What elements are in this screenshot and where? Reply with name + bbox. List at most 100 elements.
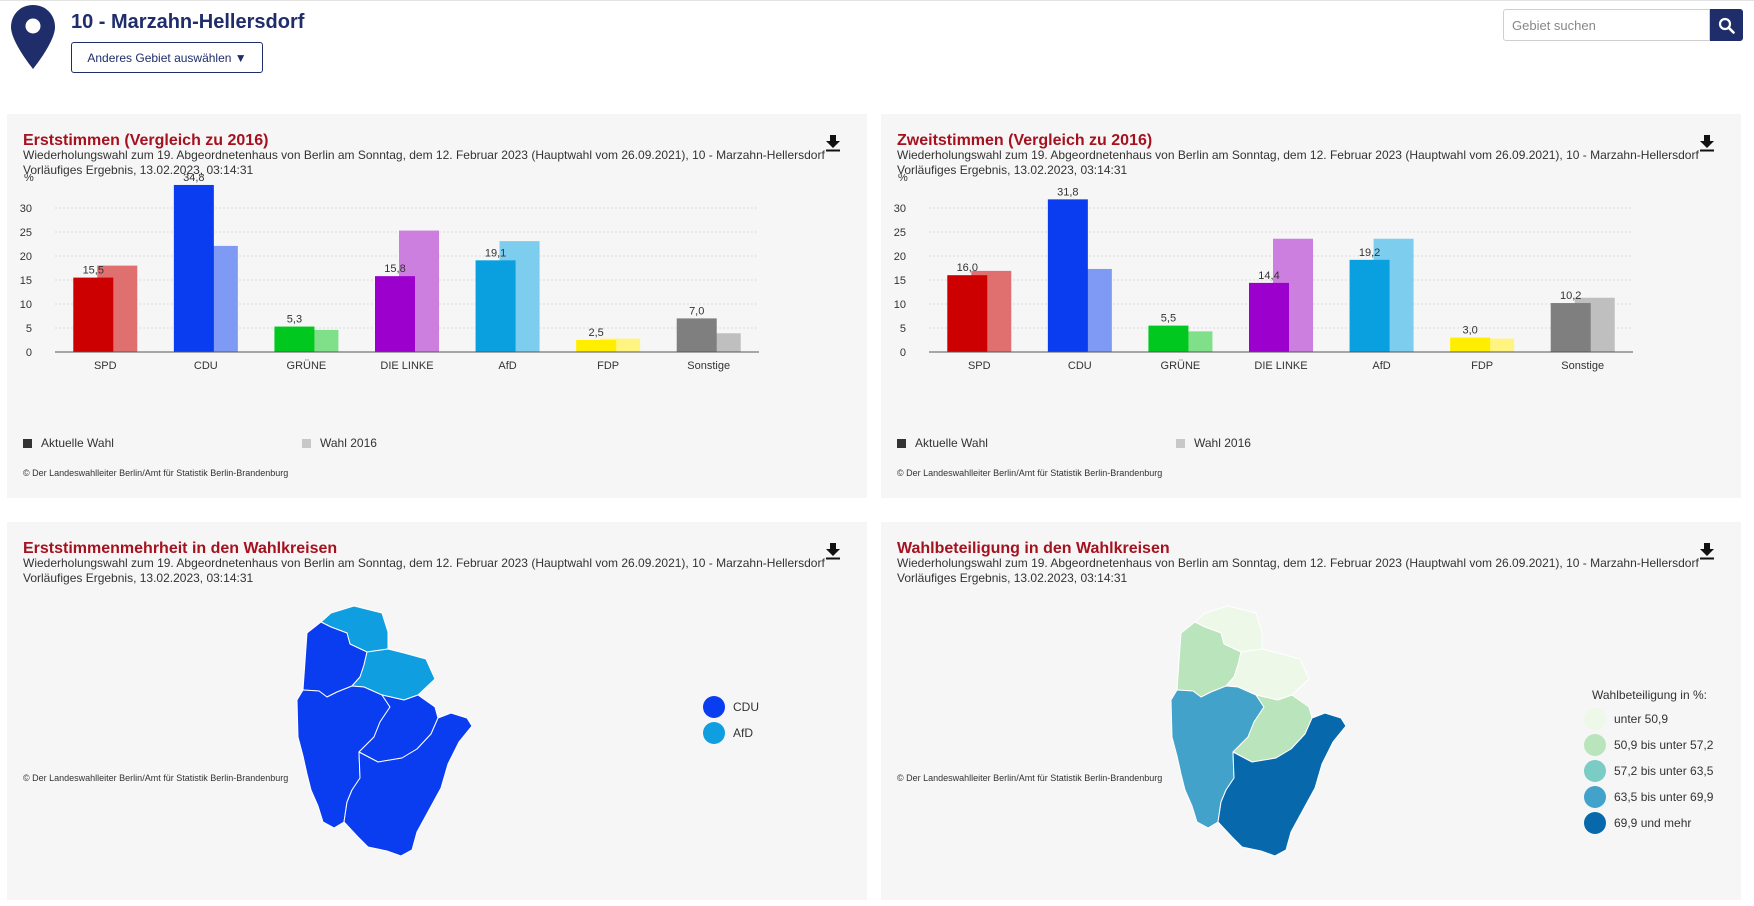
data-label: 15,5 — [83, 265, 104, 277]
data-label: 15,8 — [384, 263, 405, 275]
y-tick-label: 0 — [900, 347, 906, 359]
bar-current — [274, 326, 315, 352]
category-label: Sonstige — [1561, 360, 1604, 372]
legend-swatch — [23, 438, 32, 448]
legend-2016: Wahl 2016 — [302, 436, 377, 450]
erststimmen-panel: Erststimmen (Vergleich zu 2016) Wiederho… — [7, 114, 867, 498]
legend-item-cdu: CDU — [703, 694, 759, 720]
panel-title: Erststimmenmehrheit in den Wahlkreisen — [23, 540, 338, 557]
category-label: DIE LINKE — [380, 360, 433, 372]
legend-dot — [1584, 760, 1606, 782]
bar-current — [1550, 303, 1591, 352]
area-select-button[interactable]: Anderes Gebiet auswählen ▼ — [71, 42, 263, 73]
result-status: Vorläufiges Ergebnis, 13.02.2023, 03:14:… — [897, 571, 1128, 585]
y-tick-label: 20 — [20, 251, 32, 263]
turnout-map — [1170, 605, 1347, 857]
legend-label: 69,9 und mehr — [1614, 816, 1692, 830]
legend-label: 57,2 bis unter 63,5 — [1614, 764, 1714, 778]
legend-2016-label: Wahl 2016 — [320, 436, 377, 450]
result-status: Vorläufiges Ergebnis, 13.02.2023, 03:14:… — [23, 163, 254, 177]
category-label: SPD — [94, 360, 117, 372]
election-description: Wiederholungswahl zum 19. Abgeordnetenha… — [23, 556, 825, 570]
map-district[interactable] — [343, 712, 473, 857]
y-axis-unit: % — [898, 174, 908, 184]
data-label: 5,5 — [1161, 313, 1176, 325]
result-status: Vorläufiges Ergebnis, 13.02.2023, 03:14:… — [23, 571, 254, 585]
legend-label: 63,5 bis unter 69,9 — [1614, 790, 1714, 804]
legend-swatch — [897, 438, 906, 448]
zweitstimmen-bar-chart: % 0 5 10 15 20 25 30 16,0 SPD 31,8 CDU 5,5 GRÜNE 14,4 D… — [894, 174, 1633, 372]
category-label: CDU — [194, 360, 218, 372]
legend-item: 50,9 bis unter 57,2 — [1584, 732, 1713, 758]
map-district[interactable] — [1217, 712, 1347, 857]
data-label: 19,2 — [1359, 247, 1380, 259]
mehrheit-map-panel: Erststimmenmehrheit in den Wahlkreisen W… — [7, 522, 867, 900]
turnout-legend: Wahlbeteiligung in %: unter 50,9 50,9 bi… — [1584, 688, 1713, 836]
category-label: FDP — [597, 360, 619, 372]
beteiligung-map-panel: Wahlbeteiligung in den Wahlkreisen Wiede… — [881, 522, 1741, 900]
y-tick-label: 10 — [20, 299, 32, 311]
bar-current — [947, 275, 988, 352]
legend-item: unter 50,9 — [1584, 706, 1713, 732]
panel-subtitle: Wiederholungswahl zum 19. Abgeordnetenha… — [23, 556, 825, 586]
legend-title: Wahlbeteiligung in %: — [1592, 688, 1707, 702]
panel-title: Zweitstimmen (Vergleich zu 2016) — [897, 132, 1153, 149]
legend-dot — [1584, 786, 1606, 808]
category-label: CDU — [1068, 360, 1092, 372]
legend-label: AfD — [733, 726, 754, 740]
data-label: 3,0 — [1462, 325, 1477, 337]
y-tick-label: 25 — [894, 227, 906, 239]
legend-current: Aktuelle Wahl — [23, 436, 114, 450]
legend-item: 57,2 bis unter 63,5 — [1584, 758, 1713, 784]
legend-item-afd: AfD — [703, 720, 759, 746]
bar-current — [1249, 282, 1289, 352]
copyright-note: © Der Landeswahlleiter Berlin/Amt für St… — [897, 468, 1163, 478]
zweitstimmen-panel: Zweitstimmen (Vergleich zu 2016) Wiederh… — [881, 114, 1741, 498]
legend-current: Aktuelle Wahl — [897, 436, 988, 450]
bar-current — [576, 340, 617, 352]
download-icon[interactable] — [1699, 134, 1715, 152]
legend-swatch — [302, 438, 311, 448]
bar-current — [676, 318, 717, 352]
data-label: 19,1 — [485, 247, 506, 259]
category-label: Sonstige — [687, 360, 730, 372]
copyright-note: © Der Landeswahlleiter Berlin/Amt für St… — [23, 773, 289, 783]
legend-dot — [703, 696, 725, 718]
download-icon[interactable] — [825, 134, 841, 152]
category-label: AfD — [498, 360, 516, 372]
page-title: 10 - Marzahn-Hellersdorf — [71, 11, 305, 33]
panel-subtitle: Wiederholungswahl zum 19. Abgeordnetenha… — [897, 148, 1699, 178]
data-label: 10,2 — [1560, 290, 1581, 302]
bar-current — [475, 260, 516, 352]
map-legend: CDU AfD — [703, 694, 759, 746]
download-icon[interactable] — [825, 542, 841, 560]
category-label: AfD — [1372, 360, 1390, 372]
y-tick-label: 10 — [894, 299, 906, 311]
legend-2016: Wahl 2016 — [1176, 436, 1251, 450]
category-label: SPD — [968, 360, 991, 372]
bar-current — [1349, 259, 1390, 352]
bar-current — [1450, 337, 1491, 352]
copyright-note: © Der Landeswahlleiter Berlin/Amt für St… — [897, 773, 1163, 783]
y-tick-label: 30 — [20, 203, 32, 215]
location-pin-icon — [11, 5, 55, 69]
category-label: FDP — [1471, 360, 1493, 372]
y-tick-label: 5 — [26, 323, 32, 335]
search-input[interactable] — [1503, 9, 1710, 41]
download-icon[interactable] — [1699, 542, 1715, 560]
panel-title: Wahlbeteiligung in den Wahlkreisen — [897, 540, 1170, 557]
legend-dot — [703, 722, 725, 744]
search-button[interactable] — [1710, 9, 1743, 41]
legend-dot — [1584, 812, 1606, 834]
data-label: 31,8 — [1057, 186, 1078, 198]
y-tick-label: 15 — [20, 275, 32, 287]
y-tick-label: 5 — [900, 323, 906, 335]
y-tick-label: 30 — [894, 203, 906, 215]
legend-label: 50,9 bis unter 57,2 — [1614, 738, 1714, 752]
data-label: 7,0 — [689, 305, 704, 317]
panel-subtitle: Wiederholungswahl zum 19. Abgeordnetenha… — [897, 556, 1699, 586]
y-tick-label: 25 — [20, 227, 32, 239]
data-label: 2,5 — [588, 327, 603, 339]
y-tick-label: 15 — [894, 275, 906, 287]
category-label: GRÜNE — [1161, 360, 1201, 372]
